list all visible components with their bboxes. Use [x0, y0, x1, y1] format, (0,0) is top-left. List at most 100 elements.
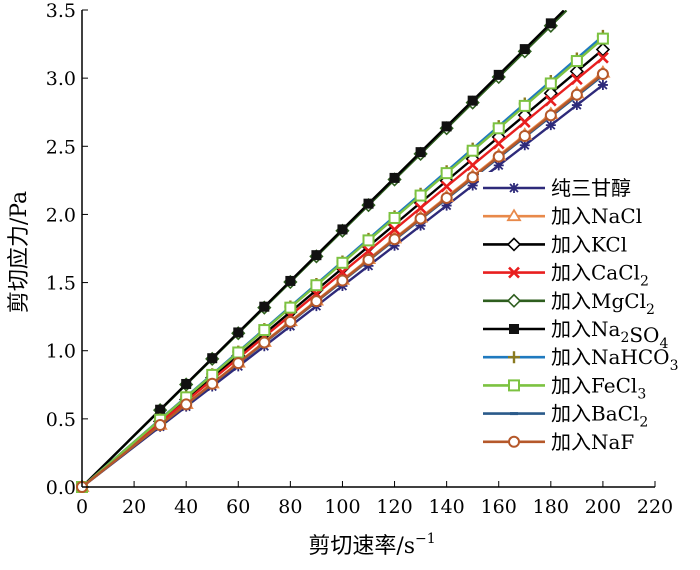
data-point [181, 378, 192, 389]
data-point [258, 336, 271, 349]
data-point [544, 77, 557, 90]
legend-label: 加入NaF [551, 430, 634, 454]
data-point [310, 295, 323, 308]
data-point [506, 208, 522, 222]
x-axis-label-unit-exponent: −1 [415, 531, 436, 547]
data-point [154, 419, 167, 432]
data-point [441, 121, 452, 132]
data-point [311, 250, 322, 261]
data-point [414, 202, 427, 214]
legend-label: 加入FeCl3 [551, 373, 646, 402]
legend-label: 纯三甘醇 [551, 176, 631, 200]
x-tick-label: 20 [122, 496, 146, 518]
y-tick-label: 3.0 [46, 68, 76, 90]
data-point [519, 140, 530, 151]
data-point [363, 198, 374, 209]
data-point [362, 234, 375, 247]
legend-item: 纯三甘醇 [483, 176, 631, 200]
data-point [509, 183, 519, 193]
data-point [518, 129, 531, 142]
data-point [545, 18, 556, 29]
data-point [545, 120, 556, 131]
legend-label: 加入NaHCO3 [551, 345, 679, 374]
data-point [337, 224, 348, 235]
legend-label: 加入Na2SO4 [551, 317, 668, 352]
data-point [492, 122, 505, 135]
series-5 [77, 10, 565, 492]
data-point [259, 301, 270, 312]
y-tick-label: 3.5 [46, 0, 76, 22]
y-tick-label: 2.5 [46, 136, 76, 158]
x-tick-label: 100 [324, 496, 360, 518]
legend-item: 加入NaCl [483, 204, 642, 228]
data-point [508, 351, 520, 364]
legend-item: 加入FeCl3 [483, 373, 646, 402]
legend-item: 加入CaCl2 [483, 261, 649, 290]
x-tick-label: 200 [585, 496, 621, 518]
data-point [441, 200, 452, 211]
data-point [362, 244, 375, 257]
data-point [155, 404, 166, 415]
x-tick-label: 120 [376, 496, 412, 518]
data-point [492, 150, 505, 163]
data-point [570, 73, 583, 86]
series-7 [76, 32, 609, 493]
data-point [466, 144, 479, 157]
data-point [415, 220, 426, 231]
legend-label: 加入KCl [551, 232, 627, 256]
x-tick-label: 220 [637, 496, 673, 518]
data-point [596, 32, 609, 45]
data-point [206, 377, 219, 390]
data-point [284, 301, 297, 314]
data-point [284, 315, 297, 328]
y-tick-label: 0.0 [46, 477, 76, 499]
data-point [519, 44, 530, 55]
data-point [518, 116, 531, 129]
data-point [570, 88, 583, 101]
axes [81, 9, 656, 488]
data-point [388, 233, 401, 246]
legend-item: 加入NaF [483, 430, 634, 454]
legend-item: 加入NaHCO3 [483, 345, 679, 374]
data-point [595, 42, 611, 57]
data-point [440, 180, 453, 193]
x-tick-label: 180 [533, 496, 569, 518]
data-point [506, 293, 522, 308]
legend-label: 加入MgCl2 [551, 289, 655, 318]
legend-label: 加入BaCl2 [551, 402, 648, 431]
data-point [508, 266, 520, 279]
data-point [233, 327, 244, 338]
data-point [414, 212, 427, 225]
data-point [596, 68, 609, 81]
data-point [571, 100, 582, 111]
data-point [388, 223, 401, 236]
data-point [506, 237, 522, 252]
data-point [207, 353, 218, 364]
x-tick-label: 40 [174, 496, 198, 518]
data-point [597, 79, 608, 90]
data-point [544, 94, 557, 107]
data-point [310, 279, 323, 292]
data-point [492, 137, 505, 150]
y-axis-label: 剪切应力/Pa [7, 191, 32, 313]
legend: 纯三甘醇加入NaCl加入KCl加入CaCl2加入MgCl2加入Na2SO4加入N… [479, 172, 679, 460]
data-point [466, 159, 479, 171]
legend-item: 加入KCl [483, 232, 627, 256]
data-point [414, 189, 427, 202]
y-tick-label: 1.5 [46, 273, 76, 295]
legend-item: 加入Na2SO4 [483, 317, 668, 352]
data-point [466, 171, 479, 184]
legend-item: 加入MgCl2 [483, 289, 655, 318]
data-point [258, 324, 271, 337]
data-point [467, 95, 478, 106]
data-point [570, 55, 583, 68]
data-point [362, 253, 375, 266]
data-point [544, 109, 557, 122]
x-tick-label: 140 [429, 496, 465, 518]
data-point [467, 180, 478, 191]
legend-item: 加入BaCl2 [483, 402, 648, 431]
y-tick-label: 0.5 [46, 409, 76, 431]
legend-label: 加入CaCl2 [551, 261, 649, 290]
